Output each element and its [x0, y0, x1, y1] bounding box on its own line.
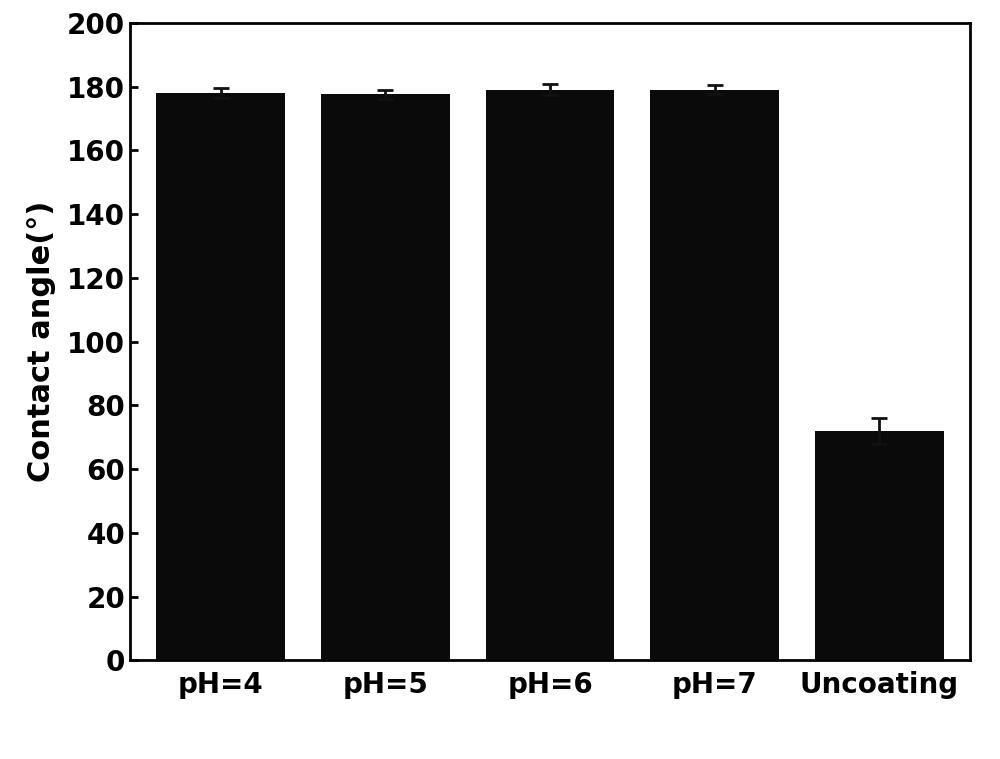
- Bar: [156, 93, 285, 660]
- Bar: [321, 94, 450, 660]
- Y-axis label: Contact angle(°): Contact angle(°): [27, 201, 56, 482]
- Bar: [650, 90, 779, 660]
- Bar: [486, 90, 614, 660]
- Bar: [815, 431, 944, 660]
